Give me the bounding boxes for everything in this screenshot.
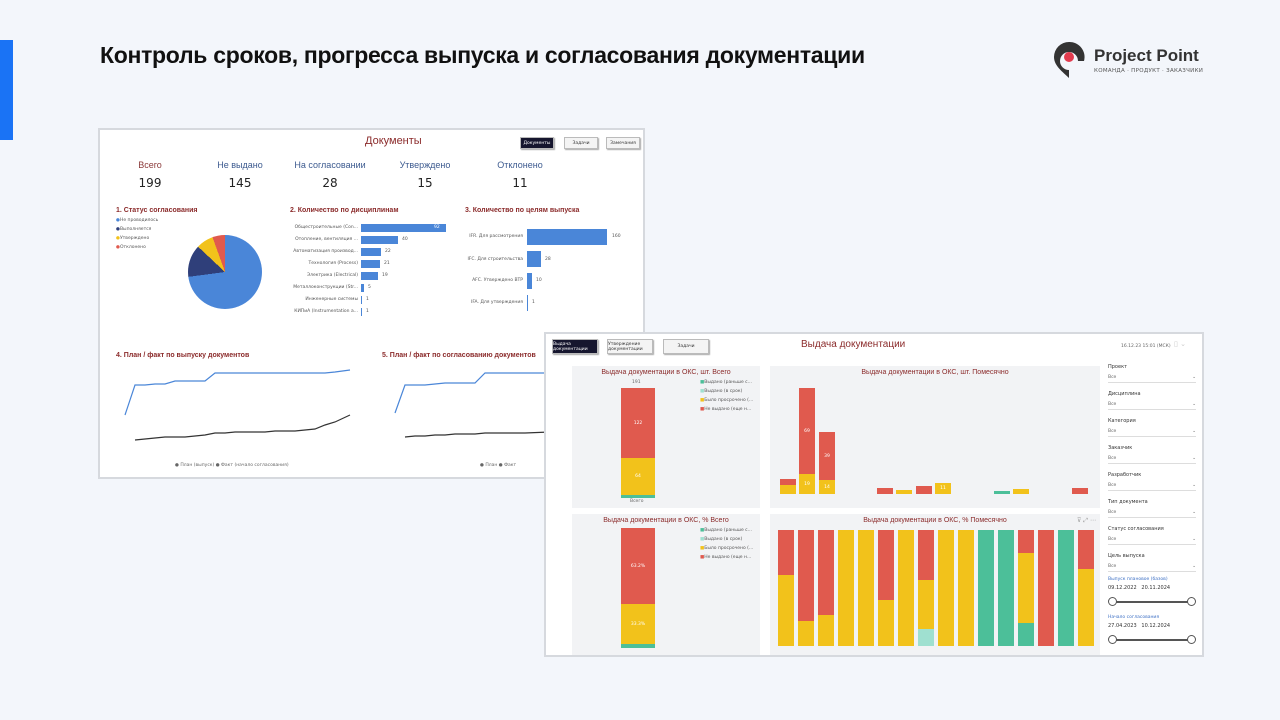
project-point-logo: Project Point КОМАНДА · ПРОДУКТ · ЗАКАЗЧИ…	[1052, 40, 1203, 80]
percent-bars	[778, 530, 1094, 647]
chevron-down-icon: ⌄	[1192, 428, 1196, 434]
panel-monthly-percent: Выдача документации в ОКС, % Помесячно ⊽…	[770, 514, 1100, 655]
filter-project[interactable]: Проект Все ⌄	[1108, 364, 1196, 383]
tab-issuance[interactable]: Выдача документации	[552, 339, 598, 354]
chevron-down-icon: ⌄	[1192, 563, 1196, 569]
filter-doc-type[interactable]: Тип документа Все ⌄	[1108, 499, 1196, 518]
updated-timestamp: 16.12.23 15:01 (МСК)	[1121, 344, 1171, 349]
filter-release-goal[interactable]: Цель выпуска Все ⌄	[1108, 553, 1196, 572]
filters-panel: Проект Все ⌄ Дисциплина Все ⌄ Категория Все ⌄ …	[1108, 364, 1196, 645]
section-status: 1. Статус согласования	[116, 207, 198, 214]
dashboard-title: Выдача документации	[801, 339, 906, 350]
tab-tasks[interactable]: Задачи	[663, 339, 709, 354]
filter-approval-status[interactable]: Статус согласования Все ⌄	[1108, 526, 1196, 545]
chevron-down-icon: ⌄	[1192, 455, 1196, 461]
section-disciplines: 2. Количество по дисциплинам	[290, 207, 399, 214]
date-slider[interactable]	[1108, 635, 1196, 645]
filter-category[interactable]: Категория Все ⌄	[1108, 418, 1196, 437]
tab-remarks[interactable]: Замечания	[606, 137, 640, 149]
kpi-not-issued: Не выдано 145	[217, 160, 263, 190]
logo-name: Project Point	[1094, 46, 1199, 65]
kpi-approved: Утверждено 15	[399, 160, 451, 190]
filter-customer[interactable]: Заказчик Все ⌄	[1108, 445, 1196, 464]
bookmark-icon[interactable]: ▯ ⌄	[1174, 340, 1186, 348]
pie-legend: ●Не проводилось ●Выполняется ●Утверждено…	[116, 218, 159, 250]
logo-tagline: КОМАНДА · ПРОДУКТ · ЗАКАЗЧИКИ	[1094, 68, 1204, 74]
accent-bar	[0, 40, 13, 140]
tab-documents[interactable]: Документы	[520, 137, 554, 149]
panel-monthly-count: Выдача документации в ОКС, шт. Помесячно…	[770, 366, 1100, 508]
kpi-total: Всего 199	[138, 160, 162, 190]
chevron-down-icon: ⌄	[1192, 374, 1196, 380]
filter-discipline[interactable]: Дисциплина Все ⌄	[1108, 391, 1196, 410]
slide-title: Контроль сроков, прогресса выпуска и сог…	[100, 42, 865, 68]
filter-icon[interactable]: ⊽ ⤢ ⋯	[1076, 517, 1096, 524]
panel-total-count: Выдача документации в ОКС, шт. Всего 191…	[572, 366, 760, 508]
date-range-release[interactable]: Выпуск плановое (базов) 09.12.2022 20.11…	[1108, 577, 1196, 607]
kpi-rejected: Отклонено 11	[497, 160, 543, 190]
issuance-dashboard: Выдача документации Утверждение документ…	[544, 332, 1204, 657]
chevron-down-icon: ⌄	[1192, 482, 1196, 488]
date-range-approval[interactable]: Начало согласования 27.04.2023 10.12.202…	[1108, 615, 1196, 645]
chevron-down-icon: ⌄	[1192, 509, 1196, 515]
section-plan-fact-release: 4. План / факт по выпуску документов	[116, 352, 250, 359]
filter-developer[interactable]: Разработчик Все ⌄	[1108, 472, 1196, 491]
chevron-down-icon: ⌄	[1192, 536, 1196, 542]
legend-approval: ● План ● Факт	[480, 463, 517, 468]
plan-fact-release-line-chart	[124, 369, 351, 441]
kpi-in-approval: На согласовании 28	[294, 160, 366, 190]
panel-total-percent: Выдача документации в ОКС, % Всего 63.2%…	[572, 514, 760, 655]
chevron-down-icon: ⌄	[1192, 401, 1196, 407]
dashboard-title: Документы	[365, 135, 422, 147]
plan-fact-approval-line-chart	[394, 372, 550, 438]
section-release-goals: 3. Количество по целям выпуска	[465, 207, 580, 214]
location-pin-icon	[1054, 41, 1085, 78]
documents-dashboard: Документы Документы Задачи Замечания Все…	[98, 128, 645, 479]
tab-approval[interactable]: Утверждение документации	[607, 339, 653, 354]
status-pie-chart	[188, 235, 262, 309]
date-slider[interactable]	[1108, 597, 1196, 607]
tab-tasks[interactable]: Задачи	[564, 137, 598, 149]
legend-release: ● План (выпуск) ● Факт (начало согласова…	[175, 463, 289, 468]
section-plan-fact-approval: 5. План / факт по согласованию документо…	[382, 352, 536, 359]
